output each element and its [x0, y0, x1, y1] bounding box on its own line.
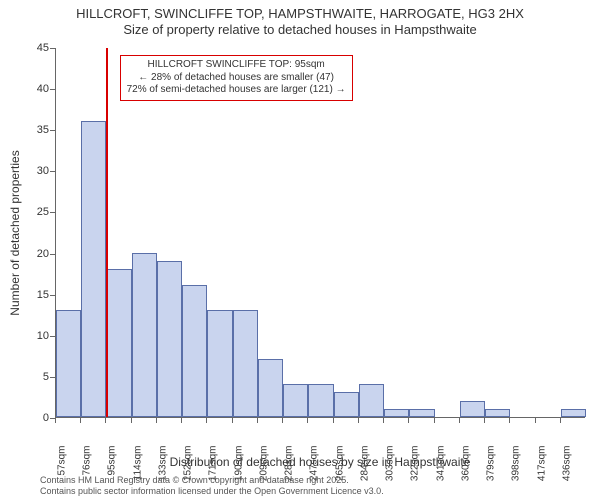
histogram-bar	[106, 269, 131, 417]
ytick-mark	[50, 336, 55, 337]
ytick-mark	[50, 48, 55, 49]
xtick-mark	[55, 418, 56, 423]
xtick-mark	[307, 418, 308, 423]
ytick-mark	[50, 295, 55, 296]
xtick-mark	[535, 418, 536, 423]
histogram-bar	[409, 409, 434, 417]
ytick-label: 15	[15, 289, 49, 301]
plot-area: HILLCROFT SWINCLIFFE TOP: 95sqm← 28% of …	[55, 48, 585, 418]
histogram-bar	[460, 401, 485, 417]
marker-line	[106, 48, 108, 417]
histogram-bar	[283, 384, 308, 417]
histogram-bar	[359, 384, 384, 417]
xtick-mark	[560, 418, 561, 423]
histogram-bar	[485, 409, 510, 417]
ytick-mark	[50, 89, 55, 90]
footer-line: Contains public sector information licen…	[40, 486, 384, 496]
xtick-mark	[257, 418, 258, 423]
ytick-label: 35	[15, 124, 49, 136]
xtick-mark	[181, 418, 182, 423]
histogram-bar	[308, 384, 333, 417]
histogram-bar	[132, 253, 157, 417]
histogram-bar	[56, 310, 81, 417]
annotation-line: ← 28% of detached houses are smaller (47…	[127, 72, 346, 85]
annotation-box: HILLCROFT SWINCLIFFE TOP: 95sqm← 28% of …	[120, 55, 353, 101]
histogram-bar	[207, 310, 232, 417]
ytick-label: 5	[15, 371, 49, 383]
ytick-label: 45	[15, 42, 49, 54]
xtick-mark	[156, 418, 157, 423]
ytick-mark	[50, 254, 55, 255]
histogram-bar	[258, 359, 283, 417]
ytick-mark	[50, 130, 55, 131]
histogram-bar	[334, 392, 359, 417]
histogram-bar	[81, 121, 106, 417]
ytick-label: 40	[15, 83, 49, 95]
xtick-mark	[333, 418, 334, 423]
xtick-mark	[232, 418, 233, 423]
xtick-mark	[383, 418, 384, 423]
x-axis-label: Distribution of detached houses by size …	[55, 455, 585, 469]
histogram-bar	[233, 310, 258, 417]
ytick-label: 25	[15, 206, 49, 218]
annotation-line: 72% of semi-detached houses are larger (…	[127, 84, 346, 97]
xtick-mark	[131, 418, 132, 423]
footer-attribution: Contains HM Land Registry data © Crown c…	[40, 475, 384, 496]
xtick-mark	[358, 418, 359, 423]
histogram-bar	[561, 409, 586, 417]
ytick-label: 0	[15, 412, 49, 424]
chart-title: HILLCROFT, SWINCLIFFE TOP, HAMPSTHWAITE,…	[0, 6, 600, 21]
ytick-label: 30	[15, 165, 49, 177]
xtick-mark	[408, 418, 409, 423]
ytick-mark	[50, 171, 55, 172]
xtick-mark	[282, 418, 283, 423]
ytick-mark	[50, 377, 55, 378]
histogram-bar	[384, 409, 409, 417]
chart-subtitle: Size of property relative to detached ho…	[0, 22, 600, 37]
histogram-bar	[157, 261, 182, 417]
ytick-mark	[50, 212, 55, 213]
xtick-mark	[459, 418, 460, 423]
xtick-mark	[105, 418, 106, 423]
annotation-line: HILLCROFT SWINCLIFFE TOP: 95sqm	[127, 59, 346, 72]
histogram-bar	[182, 285, 207, 417]
xtick-mark	[484, 418, 485, 423]
ytick-label: 20	[15, 248, 49, 260]
chart-container: HILLCROFT, SWINCLIFFE TOP, HAMPSTHWAITE,…	[0, 0, 600, 500]
xtick-mark	[434, 418, 435, 423]
xtick-mark	[80, 418, 81, 423]
xtick-mark	[509, 418, 510, 423]
y-axis-label: Number of detached properties	[8, 48, 24, 418]
footer-line: Contains HM Land Registry data © Crown c…	[40, 475, 384, 485]
xtick-mark	[206, 418, 207, 423]
ytick-label: 10	[15, 330, 49, 342]
